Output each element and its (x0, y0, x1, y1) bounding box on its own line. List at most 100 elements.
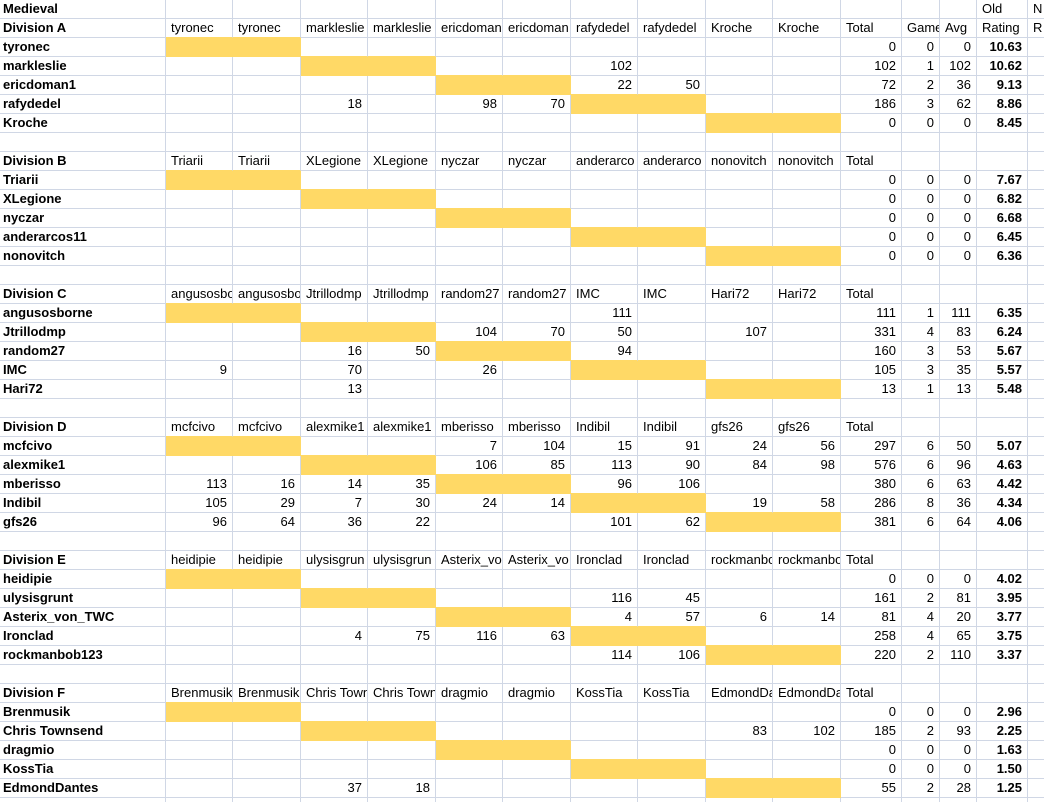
avg-cell[interactable]: 0 (940, 190, 977, 209)
score-cell[interactable] (503, 38, 571, 57)
empty-cell[interactable] (940, 399, 977, 418)
empty-cell[interactable] (233, 399, 301, 418)
empty-cell[interactable] (1028, 380, 1044, 399)
score-cell[interactable] (503, 76, 571, 95)
empty-cell[interactable] (902, 133, 940, 152)
rating-cell[interactable]: 4.42 (977, 475, 1028, 494)
opponent-header[interactable]: Asterix_vo (503, 551, 571, 570)
empty-cell[interactable] (977, 399, 1028, 418)
score-cell[interactable] (436, 646, 503, 665)
score-cell[interactable]: 50 (638, 76, 706, 95)
score-cell[interactable]: 14 (773, 608, 841, 627)
rating-cell[interactable]: 9.13 (977, 76, 1028, 95)
opponent-header[interactable]: mcfcivo (166, 418, 233, 437)
empty-cell[interactable] (940, 266, 977, 285)
score-cell[interactable] (166, 589, 233, 608)
games-cell[interactable]: 0 (902, 570, 940, 589)
score-cell[interactable] (638, 703, 706, 722)
empty-cell[interactable] (977, 266, 1028, 285)
score-cell[interactable] (166, 190, 233, 209)
empty-cell[interactable] (1028, 494, 1044, 513)
score-cell[interactable]: 18 (301, 95, 368, 114)
empty-cell[interactable] (368, 532, 436, 551)
player-name[interactable]: XLegione (0, 190, 166, 209)
score-cell[interactable] (503, 57, 571, 76)
score-cell[interactable]: 16 (233, 475, 301, 494)
empty-cell[interactable] (1028, 190, 1044, 209)
avg-cell[interactable]: 111 (940, 304, 977, 323)
score-cell[interactable] (368, 95, 436, 114)
avg-cell[interactable]: 110 (940, 646, 977, 665)
avg-cell[interactable]: 0 (940, 114, 977, 133)
total-cell[interactable]: 0 (841, 228, 902, 247)
empty-cell[interactable] (1028, 513, 1044, 532)
empty-cell[interactable] (436, 798, 503, 802)
score-cell[interactable] (166, 380, 233, 399)
player-name[interactable]: ericdoman1 (0, 76, 166, 95)
opponent-header[interactable]: tyronec (166, 19, 233, 38)
empty-cell[interactable] (503, 399, 571, 418)
rating-cell[interactable]: 6.36 (977, 247, 1028, 266)
score-cell[interactable] (368, 114, 436, 133)
empty-cell[interactable] (166, 133, 233, 152)
score-cell[interactable]: 116 (436, 627, 503, 646)
score-cell[interactable] (233, 57, 301, 76)
score-cell[interactable] (436, 76, 503, 95)
empty-cell[interactable] (1028, 76, 1044, 95)
empty-cell[interactable] (166, 798, 233, 802)
total-cell[interactable]: 0 (841, 741, 902, 760)
total-cell[interactable]: 297 (841, 437, 902, 456)
empty-cell[interactable] (1028, 779, 1044, 798)
empty-cell[interactable] (1028, 722, 1044, 741)
score-cell[interactable] (166, 703, 233, 722)
score-cell[interactable]: 6 (706, 608, 773, 627)
score-cell[interactable] (166, 57, 233, 76)
opponent-header[interactable]: gfs26 (706, 418, 773, 437)
score-cell[interactable] (503, 570, 571, 589)
player-name[interactable]: IMC (0, 361, 166, 380)
opponent-header[interactable]: Hari72 (706, 285, 773, 304)
empty-cell[interactable] (841, 399, 902, 418)
total-cell[interactable]: 220 (841, 646, 902, 665)
score-cell[interactable]: 96 (571, 475, 638, 494)
empty-cell[interactable] (166, 399, 233, 418)
empty-cell[interactable] (0, 665, 166, 684)
empty-cell[interactable] (571, 665, 638, 684)
opponent-header[interactable]: Brenmusik (233, 684, 301, 703)
empty-cell[interactable] (902, 285, 940, 304)
opponent-header[interactable]: nonovitch (773, 152, 841, 171)
score-cell[interactable] (638, 190, 706, 209)
total-cell[interactable]: 0 (841, 38, 902, 57)
score-cell[interactable] (301, 608, 368, 627)
score-cell[interactable] (436, 171, 503, 190)
score-cell[interactable] (571, 247, 638, 266)
empty-cell[interactable] (1028, 456, 1044, 475)
score-cell[interactable]: 22 (571, 76, 638, 95)
score-cell[interactable] (436, 114, 503, 133)
score-cell[interactable] (233, 779, 301, 798)
player-name[interactable]: rafydedel (0, 95, 166, 114)
score-cell[interactable] (233, 608, 301, 627)
score-cell[interactable]: 70 (503, 323, 571, 342)
avg-cell[interactable]: 28 (940, 779, 977, 798)
total-cell[interactable]: 381 (841, 513, 902, 532)
score-cell[interactable]: 45 (638, 589, 706, 608)
opponent-header[interactable]: random27 (436, 285, 503, 304)
empty-cell[interactable] (436, 399, 503, 418)
score-cell[interactable] (773, 513, 841, 532)
score-cell[interactable]: 9 (166, 361, 233, 380)
score-cell[interactable] (706, 475, 773, 494)
games-cell[interactable]: 0 (902, 760, 940, 779)
opponent-header[interactable]: IMC (571, 285, 638, 304)
empty-cell[interactable] (773, 0, 841, 19)
rating-cell[interactable]: 6.45 (977, 228, 1028, 247)
division-title[interactable]: Division B (0, 152, 166, 171)
score-cell[interactable]: 57 (638, 608, 706, 627)
rating-cell[interactable]: 2.25 (977, 722, 1028, 741)
score-cell[interactable] (503, 247, 571, 266)
score-cell[interactable] (638, 342, 706, 361)
score-cell[interactable] (773, 95, 841, 114)
total-header[interactable]: Total (841, 152, 902, 171)
empty-cell[interactable] (940, 551, 977, 570)
score-cell[interactable] (368, 380, 436, 399)
